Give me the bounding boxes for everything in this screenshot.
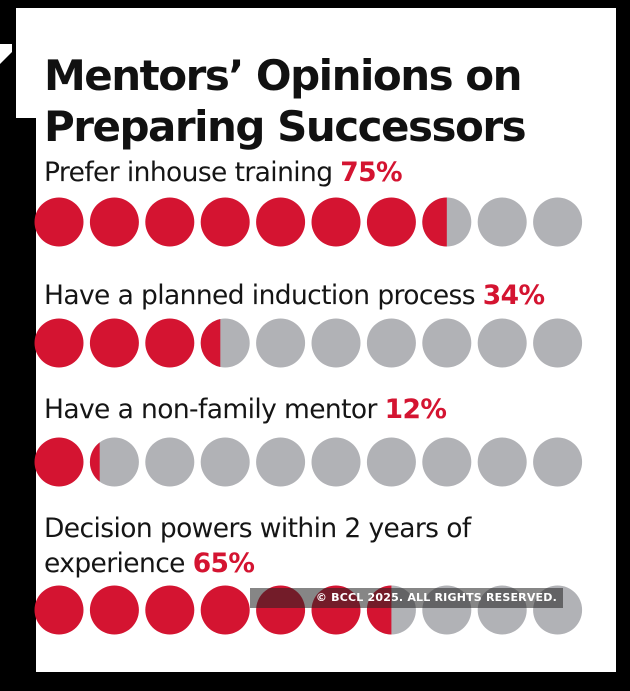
filled-dot	[366, 197, 416, 247]
item-label-text: Decision powers within 2 years of	[44, 513, 471, 544]
filled-dot	[34, 197, 84, 247]
empty-dot	[311, 437, 361, 487]
empty-dot	[422, 437, 472, 487]
partial-dot	[89, 437, 139, 487]
filled-dot	[145, 318, 195, 368]
filled-dot	[145, 197, 195, 247]
filled-dot	[145, 585, 195, 635]
item-label-2: Have a planned induction process 34%	[44, 280, 545, 311]
item-value-label: 12%	[384, 394, 447, 425]
empty-dot	[477, 197, 527, 247]
item-label-text: Have a non-family mentor	[44, 394, 385, 425]
empty-dot	[366, 318, 416, 368]
filled-dot	[200, 197, 250, 247]
filled-dot	[34, 437, 84, 487]
dot-row-1	[34, 197, 583, 247]
filled-dot	[89, 318, 139, 368]
dot-row-3	[34, 437, 583, 487]
item-label-text: Prefer inhouse training	[44, 157, 341, 188]
item-label-text: Have a planned induction process	[44, 280, 483, 311]
filled-dot	[34, 585, 84, 635]
filled-dot	[256, 197, 306, 247]
item-label-1: Prefer inhouse training 75%	[44, 157, 403, 188]
partial-dot-fill	[89, 442, 100, 482]
empty-dot	[311, 318, 361, 368]
empty-dot	[533, 437, 583, 487]
copyright-watermark: © BCCL 2025. ALL RIGHTS RESERVED.	[250, 588, 563, 608]
item-label-text: experience	[44, 548, 193, 579]
empty-dot	[477, 318, 527, 368]
empty-dot	[533, 197, 583, 247]
empty-dot	[477, 437, 527, 487]
filled-dot	[89, 197, 139, 247]
filled-dot	[34, 318, 84, 368]
item-label-4-line-2: experience 65%	[44, 548, 255, 579]
empty-dot	[256, 437, 306, 487]
empty-dot	[422, 318, 472, 368]
chart-title-line-1: Mentors’ Opinions on	[44, 51, 523, 100]
partial-dot-fill	[200, 318, 221, 368]
filled-dot	[311, 197, 361, 247]
partial-dot-fill	[422, 197, 447, 247]
item-value-label: 65%	[192, 548, 255, 579]
empty-dot	[366, 437, 416, 487]
item-label-3: Have a non-family mentor 12%	[44, 394, 447, 425]
item-label-4-line-1: Decision powers within 2 years of	[44, 513, 471, 544]
item-value-label: 75%	[340, 157, 402, 188]
empty-dot	[533, 318, 583, 368]
chart-title-line-2: Preparing Successors	[44, 102, 527, 151]
filled-dot	[89, 585, 139, 635]
empty-dot	[256, 318, 306, 368]
filled-dot	[200, 585, 250, 635]
empty-dot	[145, 437, 195, 487]
empty-dot	[200, 437, 250, 487]
item-value-label: 34%	[482, 280, 545, 311]
dot-row-2	[34, 318, 583, 368]
